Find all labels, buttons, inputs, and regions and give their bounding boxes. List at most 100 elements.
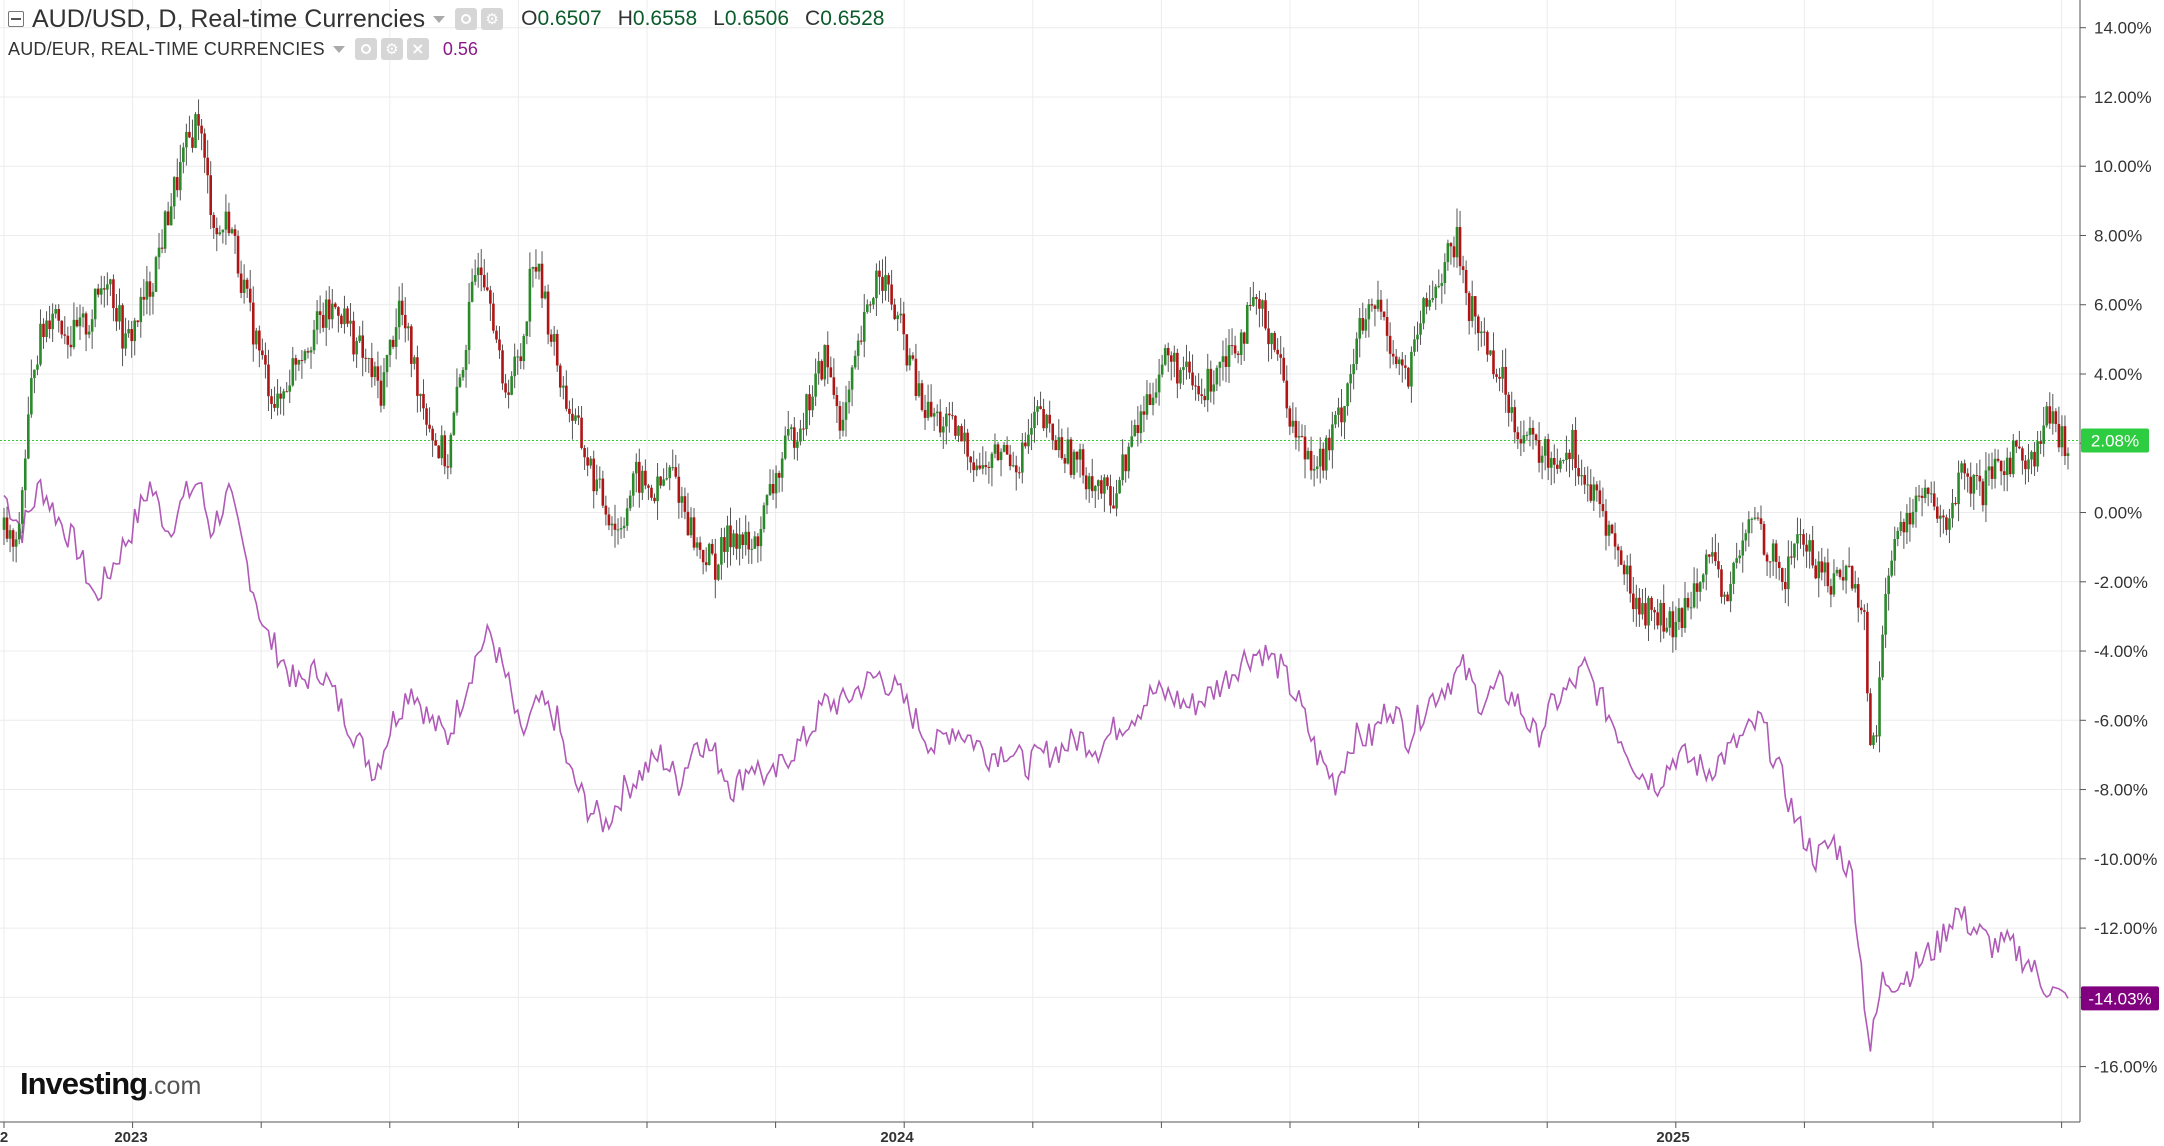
candle-down	[592, 458, 596, 492]
hide-compare-icon[interactable]	[354, 38, 377, 60]
candle-down	[1802, 534, 1805, 545]
candle-up	[358, 335, 361, 342]
candle-down	[1075, 451, 1079, 460]
candle-down	[1060, 437, 1064, 459]
candle-up	[574, 415, 577, 421]
candle-up	[282, 391, 285, 399]
candle-down	[1191, 372, 1194, 386]
candle-up	[628, 495, 632, 509]
candle-down	[902, 313, 906, 335]
candle-up	[1689, 607, 1693, 609]
candle-up	[1641, 603, 1644, 615]
hide-series-icon[interactable]	[455, 8, 478, 30]
candle-up	[1021, 442, 1024, 473]
candle-down	[929, 401, 933, 417]
candle-up	[811, 396, 814, 411]
collapse-legend-button[interactable]	[8, 11, 24, 27]
candle-up	[388, 339, 392, 356]
candle-up	[1115, 493, 1118, 509]
candle-down	[1628, 565, 1632, 594]
symbol-dropdown-icon[interactable]	[433, 15, 446, 23]
candle-up	[932, 413, 936, 417]
candle-up	[884, 275, 887, 291]
candle-down	[1619, 550, 1623, 565]
candle-down	[1017, 472, 1021, 474]
candle-down	[519, 356, 523, 362]
candle-up	[218, 232, 222, 235]
settings-gear-icon[interactable]: ⚙	[481, 8, 504, 30]
candle-up	[276, 393, 279, 408]
candle-down	[534, 267, 538, 272]
candle-up	[862, 311, 866, 342]
candle-down	[1042, 408, 1045, 429]
candle-up	[1960, 463, 1963, 473]
candle-down	[1054, 440, 1058, 451]
candle-down	[756, 536, 760, 547]
remove-compare-icon[interactable]: ×	[406, 38, 429, 60]
candle-up	[1252, 297, 1255, 306]
compare-dropdown-icon[interactable]	[332, 45, 345, 53]
candle-down	[11, 530, 15, 547]
candle-up	[1704, 554, 1708, 575]
candle-down	[613, 523, 617, 530]
candle-down	[1686, 597, 1690, 608]
x-tick-label: 2024	[880, 1129, 914, 1146]
candle-up	[1872, 735, 1875, 746]
candle-up	[2066, 453, 2070, 457]
candle-down	[914, 358, 918, 396]
candle-down	[1841, 577, 1845, 581]
candle-down	[340, 315, 343, 325]
candle-down	[2057, 423, 2061, 448]
candle-up	[1571, 429, 1574, 460]
candle-down	[2063, 426, 2067, 457]
y-tick-label: -12.00%	[2094, 919, 2157, 938]
candle-down	[1109, 486, 1112, 506]
candle-up	[935, 411, 939, 414]
compare-settings-gear-icon[interactable]: ⚙	[380, 38, 403, 60]
candle-up	[522, 335, 526, 362]
candle-up	[595, 479, 599, 492]
candle-down	[96, 288, 100, 295]
candle-down	[1236, 353, 1240, 355]
candle-up	[1072, 451, 1076, 475]
candle-down	[1981, 481, 1985, 506]
candle-down	[859, 340, 863, 342]
candle-down	[261, 350, 264, 356]
candle-up	[154, 257, 158, 292]
candle-down	[1309, 450, 1313, 471]
candle-down	[704, 562, 708, 566]
candle-down	[84, 313, 88, 335]
candle-up	[993, 444, 997, 454]
candle-up	[1817, 561, 1821, 579]
candle-down	[659, 476, 662, 486]
candle-up	[865, 304, 869, 312]
candle-down	[130, 329, 133, 342]
candle-down	[1622, 564, 1626, 575]
candle-up	[476, 267, 480, 276]
candle-down	[1519, 439, 1523, 444]
candle-up	[309, 350, 313, 353]
candle-down	[1321, 448, 1325, 471]
candle-down	[1516, 432, 1520, 440]
candle-down	[1537, 440, 1541, 463]
candle-down	[346, 308, 349, 324]
candle-down	[887, 275, 890, 285]
candle-down	[1288, 408, 1292, 427]
candle-down	[236, 235, 240, 274]
candle-up	[1562, 459, 1565, 461]
candle-down	[1379, 299, 1383, 312]
candle-up	[999, 451, 1003, 461]
candle-down	[1708, 554, 1711, 557]
candle-up	[1735, 558, 1738, 563]
candle-up	[461, 369, 465, 378]
candle-up	[1163, 348, 1167, 365]
candle-down	[1449, 243, 1453, 247]
candle-up	[1358, 318, 1362, 339]
candle-up	[2051, 411, 2055, 424]
candle-down	[1863, 610, 1866, 612]
candle-up	[841, 419, 845, 431]
candle-down	[2021, 448, 2024, 461]
candle-down	[1425, 298, 1428, 307]
candle-down	[1400, 359, 1404, 366]
